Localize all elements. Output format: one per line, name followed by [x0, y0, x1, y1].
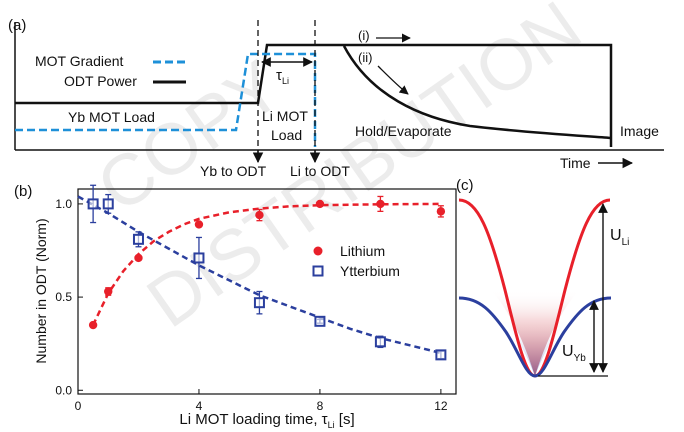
lithium-point: [436, 207, 446, 216]
y-axis-label: Number in ODT (Norm): [33, 218, 49, 363]
ytterbium-point: [132, 233, 144, 245]
hold-evaporate-label: Hold/Evaporate: [355, 123, 452, 139]
plot-frame: [77, 188, 457, 395]
lithium-point: [255, 210, 264, 220]
yb-potential-curve: [458, 296, 612, 378]
li-mot-load-label-1: Li MOT: [262, 108, 308, 124]
u-li-label: ULi: [610, 227, 629, 248]
panel-c: (c) ULi UYb: [456, 177, 629, 378]
ytterbium-point: [193, 252, 205, 264]
panel-b-chart: (b) 0 4 8 120.00.51.0 Number in ODT (Norm) …: [14, 183, 457, 430]
time-label: Time: [560, 155, 591, 171]
chart-legend: Lithium Ytterbium: [312, 243, 400, 279]
x-tick-label: 8: [317, 399, 324, 413]
x-axis-label: Li MOT loading time, τLi [s]: [179, 411, 354, 430]
path-i-label: (i): [358, 28, 370, 43]
x-tick-label: 12: [434, 399, 448, 413]
legend-ytterbium-label: Ytterbium: [340, 263, 400, 279]
x-tick-label: 4: [196, 399, 203, 413]
ytterbium-point: [374, 336, 386, 348]
y-tick-label: 1.0: [55, 197, 72, 211]
odt-power-trace: [15, 43, 613, 147]
legend-lithium-marker: [313, 246, 323, 256]
legend-mot-gradient: MOT Gradient: [35, 53, 124, 69]
u-yb-label: UYb: [562, 343, 586, 364]
image-label: Image: [620, 123, 659, 139]
odt-power-trace-evaporate: [342, 45, 612, 140]
yb-mot-load-label: Yb MOT Load: [68, 109, 155, 125]
lithium-point: [315, 199, 325, 209]
data-marks: [87, 184, 447, 361]
lithium-point: [194, 220, 204, 229]
lithium-point: [376, 199, 385, 209]
lithium-point: [134, 253, 143, 263]
tick-group: 0 4 8 12 0.0 0.5 1.0: [55, 197, 448, 413]
ytterbium-point: [314, 315, 326, 327]
ytterbium-point: [253, 297, 265, 309]
tau-li-label: τLi: [276, 67, 289, 86]
lithium-point: [104, 287, 113, 296]
panel-c-label: (c): [456, 177, 474, 194]
legend-odt-power: ODT Power: [64, 73, 137, 89]
panel-a: (a) MOT Gradient ODT Power τLi Yb MOT Lo…: [8, 17, 664, 179]
ytterbium-point: [435, 349, 447, 361]
lithium-point: [88, 320, 98, 330]
y-tick-label: 0.5: [55, 290, 72, 304]
path-ii-label: (ii): [358, 50, 372, 65]
y-tick-label: 0.0: [55, 383, 72, 397]
yb-to-odt-label: Yb to ODT: [200, 163, 267, 179]
x-tick-label: 0: [75, 399, 82, 413]
legend-ytterbium-marker: [312, 265, 324, 277]
li-mot-load-label-2: Load: [271, 127, 302, 143]
ytterbium-point: [102, 198, 114, 210]
panel-a-label: (a): [8, 17, 26, 34]
legend-lithium-label: Lithium: [340, 243, 385, 259]
lithium-fit-line: [91, 202, 441, 326]
li-to-odt-label: Li to ODT: [290, 163, 350, 179]
path-ii-arrow: [377, 65, 409, 95]
ytterbium-point: [87, 198, 99, 210]
mot-gradient-trace: [15, 52, 317, 147]
panel-b-label: (b): [14, 183, 32, 200]
